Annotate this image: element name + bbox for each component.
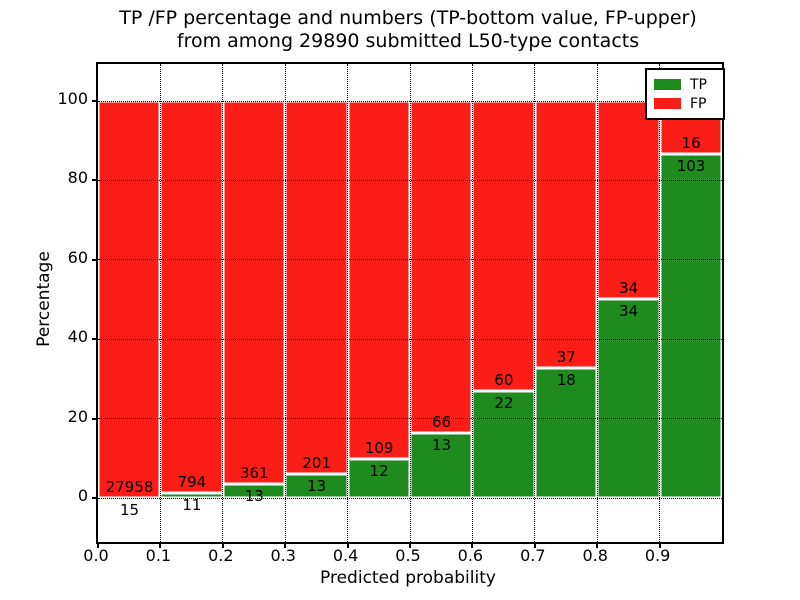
horizontal-gridline: [98, 100, 722, 102]
horizontal-gridline: [98, 179, 722, 181]
fp-bar-segment: [222, 101, 286, 484]
x-tick-label: 0.3: [270, 546, 296, 565]
tp-count-label: 13: [244, 487, 264, 505]
horizontal-gridline: [98, 338, 722, 340]
tp-bar-segment: [410, 433, 473, 498]
tp-bar-segment: [160, 493, 223, 498]
fp-count-label: 16: [681, 134, 701, 152]
x-tick-mark: [221, 542, 224, 548]
x-tick-label: 0.7: [520, 546, 546, 565]
x-tick-mark: [533, 542, 536, 548]
vertical-gridline: [596, 64, 598, 542]
vertical-gridline: [471, 64, 473, 542]
tp-bar-segment: [285, 474, 348, 498]
fp-bar-segment: [285, 101, 348, 474]
x-tick-mark: [596, 542, 599, 548]
x-axis-label: Predicted probability: [320, 568, 496, 588]
y-tick-mark: [92, 179, 98, 182]
legend-entry-label: TP: [690, 76, 707, 93]
x-tick-mark: [409, 542, 411, 548]
legend: TP FP: [645, 68, 725, 120]
y-tick-mark: [92, 100, 98, 102]
tp-count-label: 13: [431, 436, 452, 454]
tp-count-label: 34: [619, 302, 639, 320]
y-tick-mark: [92, 258, 98, 261]
fp-bar-segment: [472, 101, 535, 391]
x-tick-mark: [284, 542, 287, 548]
fp-bar-segment: [98, 101, 161, 498]
vertical-gridline: [659, 64, 661, 542]
tp-bar-segment: [659, 154, 722, 498]
y-tick-label: 40: [67, 327, 88, 347]
tp-count-label: 15: [119, 501, 140, 519]
fp-count-label: 37: [556, 348, 576, 366]
x-tick-label: 0.6: [457, 546, 484, 565]
tp-legend-swatch-icon: [654, 79, 681, 90]
legend-entry: FP: [654, 94, 716, 113]
tp-count-label: 11: [182, 496, 202, 514]
x-tick-label: 0.1: [145, 546, 172, 565]
horizontal-gridline: [98, 259, 722, 261]
tp-count-label: 13: [307, 477, 327, 495]
x-tick-label: 0.9: [644, 546, 671, 565]
x-tick-label: 0.4: [332, 546, 359, 565]
x-tick-label: 0.8: [582, 546, 608, 565]
vertical-gridline: [409, 64, 411, 542]
tp-bar-segment: [597, 299, 660, 498]
vertical-gridline: [159, 64, 161, 542]
fp-count-label: 27958: [105, 478, 154, 496]
x-tick-label: 0.0: [83, 546, 109, 565]
tp-count-label: 22: [494, 394, 514, 412]
chart-title-line2: from among 29890 submitted L50-type cont…: [176, 30, 640, 52]
tp-bar-segment: [472, 391, 535, 498]
y-tick-mark: [92, 497, 98, 499]
tp-count-label: 12: [369, 462, 389, 480]
legend-entry-label: FP: [690, 95, 707, 112]
y-tick-label: 80: [67, 168, 88, 188]
vertical-gridline: [284, 64, 286, 542]
tp-bar-segment: [347, 459, 410, 498]
fp-count-label: 794: [177, 473, 207, 491]
y-tick-label: 60: [67, 247, 88, 267]
x-tick-mark: [159, 542, 162, 548]
fp-count-label: 34: [619, 279, 639, 297]
tp-bar-segment: [222, 484, 286, 498]
chart-title-line1: TP /FP percentage and numbers (TP-bottom…: [119, 7, 697, 29]
plot-area: 27958 15 794 11 361 13 201 13 109 12 66 13 60 22 37 18 3…: [92, 62, 725, 548]
fp-count-label: 109: [364, 439, 394, 457]
fp-count-label: 66: [431, 413, 452, 431]
x-tick-label: 0.5: [395, 546, 421, 565]
fp-bar-segment: [160, 101, 223, 493]
vertical-gridline: [534, 64, 536, 542]
y-tick-mark: [92, 338, 98, 341]
y-tick-label: 20: [67, 406, 88, 426]
fp-bar-segment: [410, 101, 473, 433]
y-tick-label: 0: [77, 486, 88, 505]
x-tick-mark: [471, 542, 474, 548]
fp-count-label: 361: [239, 464, 269, 482]
legend-entry: TP: [654, 75, 716, 94]
x-tick-label: 0.2: [208, 546, 234, 565]
fp-bar-segment: [597, 101, 660, 299]
fp-bar-segment: [347, 101, 410, 459]
fp-count-label: 201: [302, 454, 331, 472]
x-tick-mark: [658, 542, 661, 548]
y-tick-mark: [92, 417, 98, 420]
x-tick-mark: [97, 542, 99, 548]
tp-count-label: 18: [556, 371, 576, 389]
horizontal-gridline: [98, 418, 722, 420]
fp-bar-segment: [534, 101, 598, 368]
vertical-gridline: [222, 64, 224, 542]
tp-count-label: 103: [676, 157, 706, 175]
vertical-gridline: [347, 64, 349, 542]
fp-legend-swatch-icon: [654, 98, 681, 109]
horizontal-gridline: [98, 497, 722, 499]
x-tick-mark: [346, 542, 349, 548]
y-tick-label: 100: [57, 89, 88, 108]
fp-count-label: 60: [494, 371, 514, 389]
tp-bar-segment: [534, 368, 598, 498]
y-axis-label: Percentage: [34, 251, 54, 347]
